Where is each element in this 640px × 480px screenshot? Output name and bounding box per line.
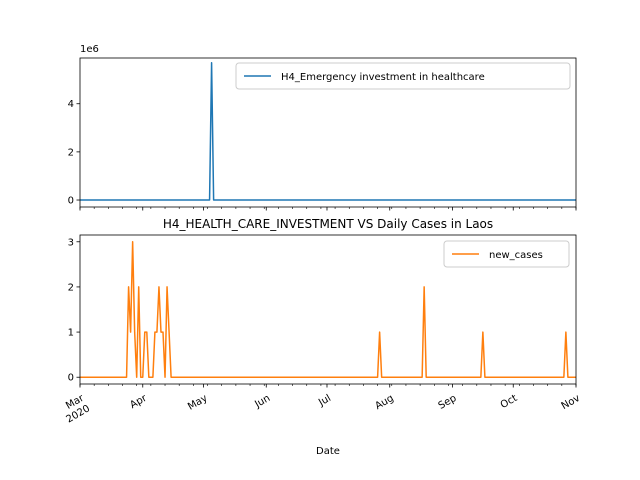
- top-offset-text: 1e6: [80, 44, 99, 55]
- top-legend: H4_Emergency investment in healthcare: [235, 62, 571, 90]
- series-line-bottom: [80, 241, 576, 378]
- series-line-top: [80, 62, 576, 201]
- top-series-group: [80, 62, 576, 201]
- y-tick-label: 0: [68, 196, 74, 207]
- top-panel: 0 2 4 1e6 H4_Emergency investment in healt…: [68, 44, 577, 211]
- y-tick-label: 0: [68, 373, 74, 384]
- bottom-legend-box: [443, 240, 570, 268]
- bottom-legend-label: new_cases: [489, 250, 543, 261]
- bottom-y-ticks: 0 1 2 3: [68, 237, 80, 384]
- y-tick-label: 4: [68, 99, 74, 110]
- bottom-axes-frame: [79, 234, 577, 385]
- y-tick-label: 3: [68, 237, 74, 248]
- top-axes-frame: [79, 57, 577, 208]
- top-x-ticks: [79, 207, 577, 211]
- x-axis-label: Date: [316, 446, 340, 457]
- top-y-ticks: 0 2 4: [68, 99, 80, 207]
- top-legend-box: [235, 62, 571, 90]
- y-tick-label: 2: [68, 147, 74, 158]
- bottom-series-group: [80, 241, 576, 378]
- y-tick-label: 2: [68, 282, 74, 293]
- y-tick-label: 1: [68, 328, 74, 339]
- bottom-legend: new_cases: [443, 240, 570, 268]
- top-legend-label: H4_Emergency investment in healthcare: [281, 72, 485, 83]
- chart-title: H4_HEALTH_CARE_INVESTMENT VS Daily Cases…: [163, 217, 493, 231]
